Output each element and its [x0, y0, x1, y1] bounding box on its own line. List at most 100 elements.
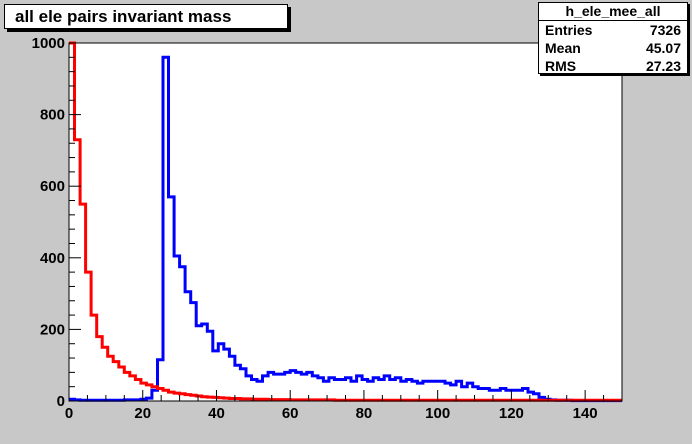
stats-label: RMS	[545, 58, 577, 74]
axes: 0 20 40 60 80 100 120 140 0 200 400 600 800 1000	[32, 35, 623, 422]
histogram-bin	[340, 380, 346, 401]
histogram-bin	[351, 381, 357, 401]
histogram-bin	[124, 372, 130, 401]
histogram-bin	[329, 378, 335, 401]
histogram-bin	[108, 356, 114, 401]
stats-value: 45.07	[645, 40, 681, 56]
y-tick-label: 200	[40, 321, 65, 338]
histogram-bin	[428, 381, 434, 401]
x-tick-label: 60	[282, 405, 299, 422]
histogram-bin	[307, 372, 313, 401]
histogram-series-1	[69, 41, 622, 402]
histogram-bin	[229, 356, 235, 401]
stats-histogram-name: h_ele_mee_all	[539, 3, 687, 21]
histogram-bin	[180, 394, 186, 401]
histogram-bin	[235, 365, 241, 401]
histogram-bin	[185, 292, 191, 401]
histogram-bin	[75, 140, 81, 401]
x-tick-label: 120	[499, 405, 524, 422]
histogram-bin	[141, 383, 147, 401]
x-tick-label: 0	[65, 405, 73, 422]
histogram-bin	[169, 197, 175, 401]
x-tick-label: 100	[425, 405, 450, 422]
histogram-bin	[207, 397, 213, 401]
histogram-bin	[434, 381, 440, 401]
histogram-bin	[362, 380, 368, 401]
y-tick-label: 1000	[32, 35, 65, 52]
histogram-bin	[169, 392, 175, 401]
x-tick-label: 40	[208, 405, 225, 422]
histogram-bin	[80, 204, 86, 401]
histogram-bin	[91, 315, 97, 401]
histogram-bin	[185, 395, 191, 401]
histogram-bin	[445, 383, 451, 401]
x-tick-label: 20	[134, 405, 151, 422]
x-tick-label: 140	[573, 405, 598, 422]
histogram-bin	[318, 378, 324, 401]
x-tick-label: 80	[356, 405, 373, 422]
histogram-bin	[202, 324, 208, 401]
histogram-bin	[334, 380, 340, 401]
histogram-bin	[301, 374, 307, 401]
histogram-bin	[467, 383, 473, 401]
stats-value: 7326	[649, 22, 681, 38]
histogram-bin	[163, 57, 169, 401]
histogram-bin	[174, 256, 180, 401]
histogram-bin	[373, 378, 379, 401]
histogram-bin	[135, 380, 141, 401]
histogram-bin	[163, 390, 169, 401]
histogram-bin	[412, 381, 418, 401]
histogram-series-0	[69, 55, 622, 403]
stats-row-entries: Entries 7326	[539, 21, 687, 39]
histogram-bin	[368, 381, 374, 401]
histogram-bin	[130, 376, 136, 401]
plot-area	[68, 42, 623, 402]
histogram-title: all ele pairs invariant mass	[4, 4, 288, 29]
histogram-bin	[323, 381, 329, 401]
histogram-bin	[417, 383, 423, 401]
y-tick-label: 0	[57, 393, 65, 410]
histogram-bin	[191, 303, 197, 401]
histogram-bin	[279, 374, 285, 401]
histogram-bin	[113, 362, 119, 401]
histogram-series	[69, 41, 622, 403]
histogram-bin	[97, 337, 103, 401]
y-tick-label: 600	[40, 178, 65, 195]
histogram-bin	[406, 380, 412, 401]
stats-row-mean: Mean 45.07	[539, 39, 687, 57]
histogram-bin	[202, 397, 208, 401]
histogram-bin	[119, 367, 125, 401]
histogram-bin	[268, 372, 274, 401]
histogram-bin	[357, 376, 363, 401]
histogram-bin	[240, 369, 246, 401]
histogram-bin	[440, 381, 446, 401]
histogram-bin	[451, 385, 457, 401]
histogram-bin	[213, 397, 219, 401]
histogram-bin	[218, 344, 224, 401]
histogram-bin	[390, 380, 396, 401]
histogram-bin	[102, 347, 108, 401]
histogram-bin	[224, 349, 230, 401]
histogram-bin	[152, 387, 158, 401]
histogram-bin	[207, 331, 213, 401]
stats-row-rms: RMS 27.23	[539, 57, 687, 75]
histogram-bin	[285, 372, 291, 401]
histogram-bin	[423, 381, 429, 401]
histogram-bin	[246, 376, 252, 401]
histogram-bin	[213, 351, 219, 401]
stats-label: Mean	[545, 40, 581, 56]
histogram-bin	[274, 374, 280, 401]
histogram-bin	[180, 267, 186, 401]
histogram-bin	[346, 378, 352, 401]
stats-value: 27.23	[645, 58, 681, 74]
histogram-bin	[290, 371, 296, 401]
histogram-bin	[157, 388, 163, 401]
stats-label: Entries	[545, 22, 593, 38]
histogram-bin	[196, 326, 202, 401]
histogram-bin	[456, 381, 462, 401]
histogram-bin	[146, 385, 152, 401]
histogram-bin	[174, 393, 180, 401]
histogram-bin	[384, 376, 390, 401]
histogram-bin	[401, 381, 407, 401]
